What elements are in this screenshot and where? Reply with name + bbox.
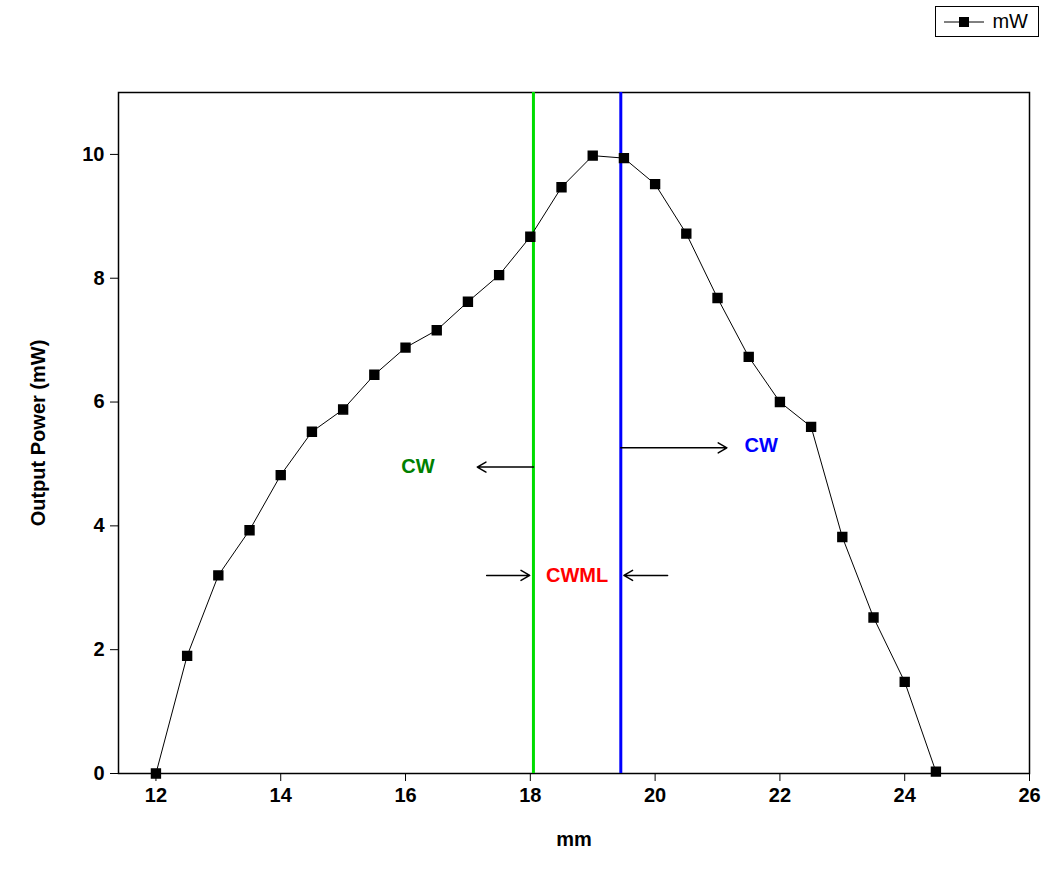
svg-text:18: 18 — [519, 784, 541, 806]
svg-text:CW: CW — [745, 434, 778, 456]
svg-text:12: 12 — [145, 784, 167, 806]
svg-text:10: 10 — [82, 143, 104, 165]
svg-text:CWML: CWML — [546, 564, 608, 586]
svg-text:CW: CW — [401, 455, 434, 477]
html-text:mW: mW — [992, 10, 1028, 32]
svg-text:mm: mm — [556, 828, 592, 850]
svg-text:0: 0 — [93, 762, 104, 784]
svg-text:2: 2 — [93, 638, 104, 660]
svg-text:8: 8 — [93, 267, 104, 289]
svg-text:Output Power (mW): Output Power (mW) — [27, 340, 49, 527]
svg-text:14: 14 — [270, 784, 293, 806]
svg-text:20: 20 — [644, 784, 666, 806]
svg-text:16: 16 — [394, 784, 416, 806]
svg-text:4: 4 — [93, 514, 105, 536]
svg-text:22: 22 — [769, 784, 791, 806]
svg-text:26: 26 — [1018, 784, 1040, 806]
svg-text:6: 6 — [93, 390, 104, 412]
svg-text:24: 24 — [894, 784, 917, 806]
